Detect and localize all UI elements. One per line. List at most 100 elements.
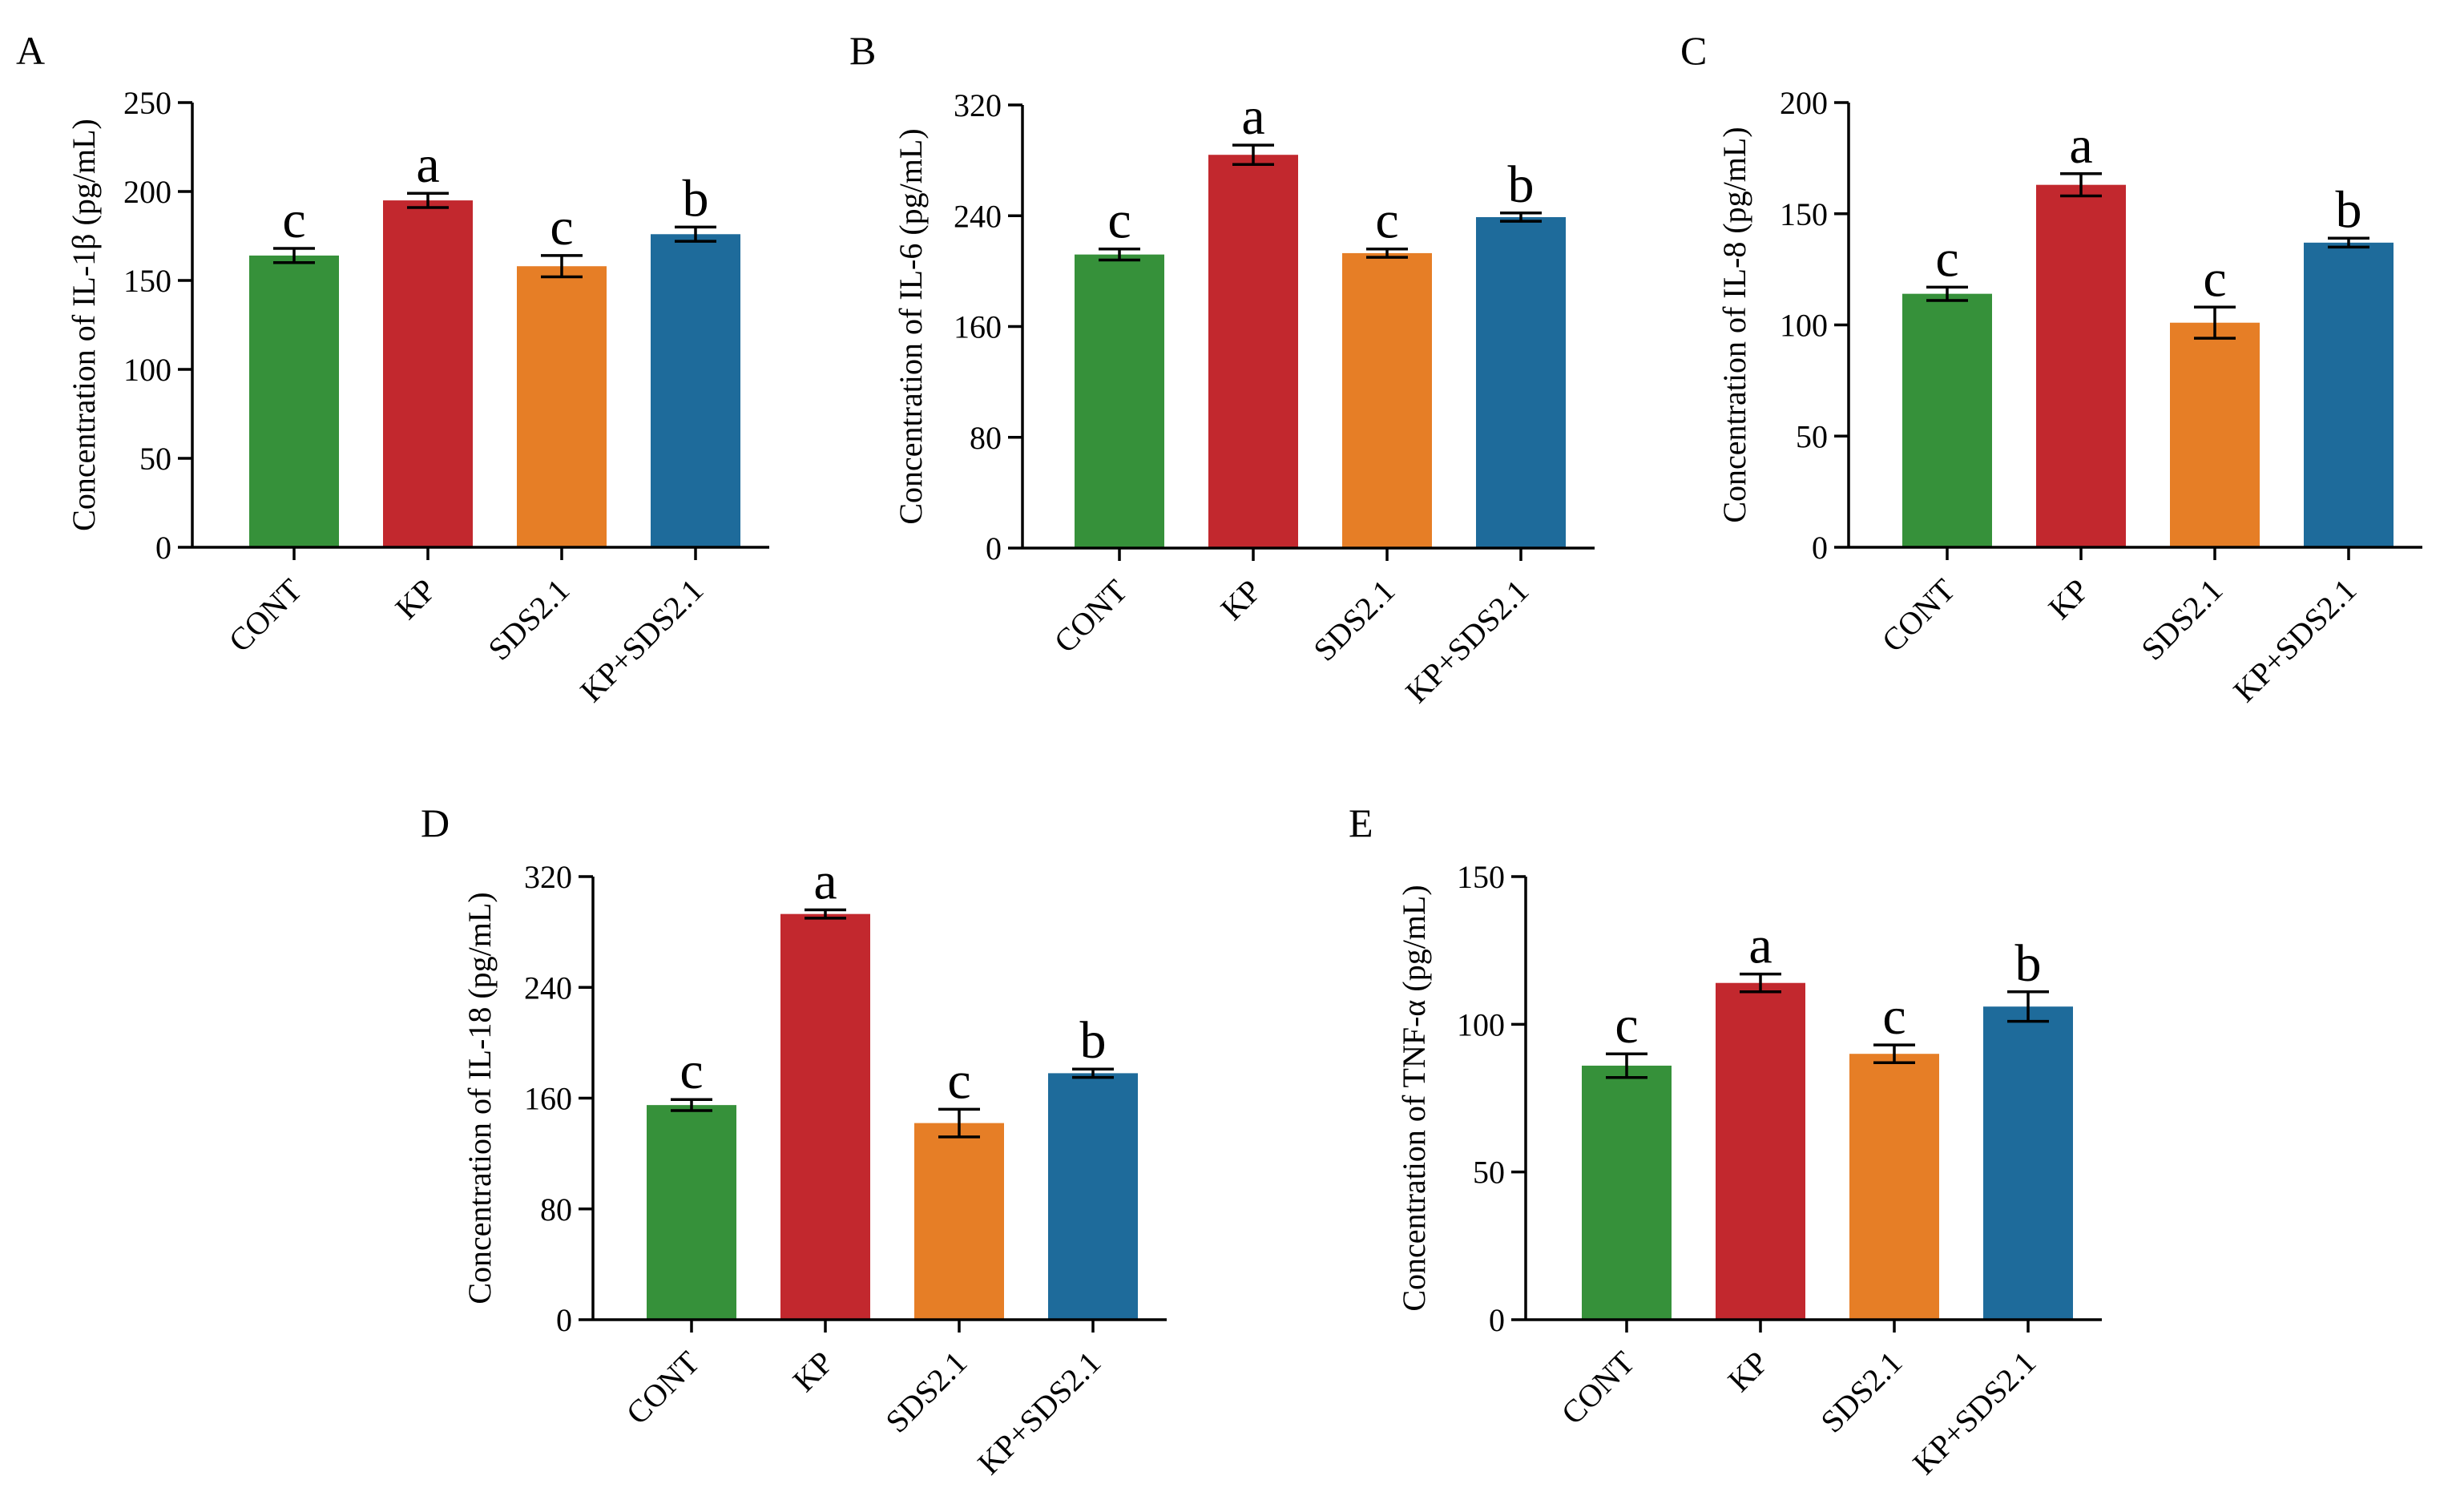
panel-b: Bc CONT a KP c SDS2.1 b KP+SDS2.1 0 80 160 240 320 Co… — [849, 28, 1595, 710]
x-tick-label: KP — [1213, 573, 1268, 627]
panel-label: D — [421, 800, 450, 845]
error-bar — [1232, 143, 1274, 167]
x-tick-label: SDS2.1 — [481, 572, 576, 667]
y-tick-label: 0 — [155, 530, 171, 566]
error-bar — [2007, 990, 2049, 1023]
bar-kp-sds2-1 — [651, 234, 740, 547]
panel-label: E — [1349, 800, 1373, 845]
bar-kp — [2036, 184, 2126, 548]
x-tick-label: KP+SDS2.1 — [573, 572, 710, 709]
y-axis-title: Concentration of TNF-α (pg/mL) — [1396, 885, 1432, 1311]
x-tick-label: CONT — [1047, 573, 1135, 660]
panel-e: Ec CONT a KP c SDS2.1 b KP+SDS2.1 0 50 100 150 Conce… — [1349, 800, 2102, 1482]
y-tick-label: 100 — [123, 352, 171, 388]
significance-letter: b — [1508, 155, 1535, 214]
bar-kp — [1716, 982, 1805, 1320]
bar-sds2-1 — [1342, 252, 1432, 548]
y-tick-label: 50 — [139, 441, 171, 477]
x-tick-label: SDS2.1 — [1306, 573, 1401, 668]
x-tick-label: CONT — [1555, 1345, 1642, 1432]
significance-letter: b — [683, 169, 709, 228]
error-bar — [1926, 285, 1968, 302]
x-tick-label: CONT — [1875, 572, 1962, 659]
y-tick-label: 0 — [1489, 1302, 1505, 1338]
x-tick-label: KP — [388, 572, 442, 627]
y-tick-label: 240 — [954, 198, 1002, 234]
significance-letter: c — [2203, 249, 2226, 308]
y-tick-label: 150 — [1457, 859, 1505, 895]
y-tick-label: 100 — [1457, 1006, 1505, 1042]
x-tick-label: KP+SDS2.1 — [1398, 573, 1535, 710]
x-tick-label: CONT — [619, 1345, 707, 1432]
panel-label: C — [1680, 28, 1707, 73]
bar-kp-sds2-1 — [1983, 1006, 2073, 1320]
x-tick-label: KP+SDS2.1 — [1906, 1345, 2043, 1482]
significance-letter: c — [1882, 987, 1906, 1046]
significance-letter: a — [813, 852, 837, 910]
bar-cont — [1902, 293, 1992, 547]
error-bar — [671, 1098, 712, 1112]
error-bar — [273, 247, 315, 264]
error-bar — [938, 1107, 980, 1139]
error-bar — [2060, 172, 2102, 198]
significance-letter: c — [1375, 192, 1398, 250]
y-tick-label: 250 — [123, 85, 171, 121]
bar-kp-sds2-1 — [2304, 242, 2394, 547]
x-tick-label: SDS2.1 — [1813, 1345, 1909, 1440]
significance-letter: a — [1241, 87, 1264, 146]
significance-letter: b — [1080, 1011, 1107, 1070]
y-tick-label: 320 — [524, 859, 572, 895]
bar-kp — [1208, 155, 1298, 548]
panel-d: Dc CONT a KP c SDS2.1 b KP+SDS2.1 0 80 160 240 320 Co… — [421, 800, 1167, 1482]
y-tick-label: 50 — [1796, 418, 1828, 454]
x-tick-label: KP+SDS2.1 — [2226, 572, 2363, 709]
x-tick-label: SDS2.1 — [2134, 572, 2229, 667]
y-tick-label: 80 — [970, 420, 1002, 456]
error-bar — [805, 908, 846, 920]
significance-letter: c — [680, 1042, 703, 1100]
y-axis-title: Concentration of IL-6 (pg/mL) — [893, 128, 929, 524]
y-axis-title: Concentration of IL-18 (pg/mL) — [462, 892, 498, 1304]
x-tick-label: SDS2.1 — [878, 1345, 974, 1440]
significance-letter: a — [2069, 116, 2092, 175]
x-tick-label: CONT — [222, 572, 309, 659]
y-tick-label: 240 — [524, 970, 572, 1006]
significance-letter: a — [416, 135, 439, 194]
bar-kp-sds2-1 — [1048, 1073, 1138, 1320]
y-tick-label: 0 — [986, 530, 1002, 566]
bar-kp — [383, 200, 473, 547]
y-tick-label: 160 — [524, 1081, 572, 1117]
panel-label: B — [849, 28, 876, 73]
error-bar — [1099, 247, 1140, 262]
significance-letter: c — [947, 1051, 970, 1110]
y-tick-label: 160 — [954, 309, 1002, 345]
bar-cont — [249, 255, 339, 547]
panel-a: Ac CONT a KP c SDS2.1 b KP+SDS2.1 0 50 100 150 200 25… — [16, 28, 769, 709]
bar-cont — [1075, 254, 1164, 548]
error-bar — [1500, 212, 1542, 223]
bar-cont — [647, 1105, 736, 1320]
significance-letter: c — [282, 191, 305, 249]
significance-letter: c — [1935, 229, 1958, 288]
y-tick-label: 200 — [123, 174, 171, 210]
error-bar — [1740, 972, 1781, 994]
bar-kp — [780, 913, 870, 1320]
error-bar — [1366, 247, 1408, 259]
y-tick-label: 320 — [954, 87, 1002, 123]
significance-letter: b — [2015, 934, 2042, 993]
bar-sds2-1 — [914, 1123, 1004, 1320]
bar-sds2-1 — [1849, 1054, 1939, 1320]
y-axis-title: Concentration of IL-1β (pg/mL) — [66, 119, 102, 531]
y-tick-label: 80 — [540, 1191, 572, 1228]
error-bar — [1606, 1052, 1647, 1079]
panel-label: A — [16, 28, 45, 73]
significance-letter: b — [2336, 180, 2362, 239]
x-tick-label: KP — [2041, 572, 2095, 627]
error-bar — [1873, 1043, 1915, 1065]
significance-letter: c — [1107, 192, 1131, 250]
y-tick-label: 0 — [556, 1302, 572, 1338]
bar-kp-sds2-1 — [1476, 216, 1566, 548]
bar-cont — [1582, 1065, 1672, 1320]
error-bar — [2328, 236, 2369, 249]
